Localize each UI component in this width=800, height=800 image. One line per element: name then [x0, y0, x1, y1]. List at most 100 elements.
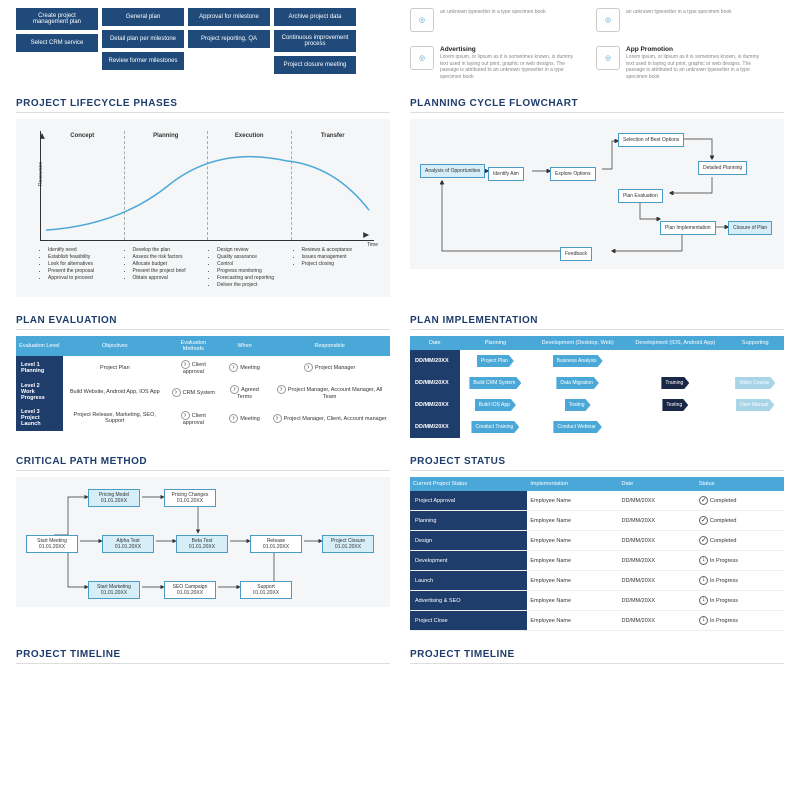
cpm-title: CRITICAL PATH METHOD — [16, 456, 390, 471]
arrow-tag: Data Migration — [556, 377, 599, 389]
row-header: Development — [410, 551, 527, 571]
row-header: Planning — [410, 511, 527, 531]
cpm-node: Support01.01.20XX — [240, 581, 292, 599]
flowchart-node: Explore Options — [550, 167, 596, 181]
col-header: Supporting — [726, 336, 784, 350]
cpm-node: Pricing Model01.01.20XX — [88, 489, 140, 507]
row-header: Launch — [410, 571, 527, 591]
row-header: Advertising & SEO — [410, 591, 527, 611]
row-header: Design — [410, 531, 527, 551]
arrow-tag: User Manual — [736, 399, 774, 411]
check-icon — [699, 496, 708, 505]
lifecycle-panel: Resources Time ConceptPlanningExecutionT… — [16, 119, 390, 297]
cell: Employee Name — [527, 611, 618, 631]
row-header: Level 3Project Launch — [16, 405, 63, 431]
row-header: DD/MM/20XX — [410, 416, 460, 438]
action-button[interactable]: Approval for milestone — [188, 8, 270, 26]
cell: Client approval — [167, 356, 220, 379]
flowchart-node: Selection of Best Options — [618, 133, 684, 147]
action-button[interactable]: Review former milestones — [102, 52, 184, 70]
arrow-tag: Project Plan — [477, 355, 514, 367]
cell: Conduct Training — [460, 416, 531, 438]
cell: DD/MM/20XX — [618, 591, 695, 611]
cell: Project Release, Marketing, SEO, Support — [63, 405, 167, 431]
arrow-tag: Business Analysis — [553, 355, 603, 367]
cell: In Progress — [696, 571, 784, 591]
action-button[interactable]: Continuous improvement process — [274, 30, 356, 52]
cell: Video Course — [726, 372, 784, 394]
check-icon — [699, 536, 708, 545]
flowchart-node: Closure of Plan — [728, 221, 772, 235]
plan-impl-title: PLAN IMPLEMENTATION — [410, 315, 784, 330]
info-item-desc: Lorem ipsum, or lipsum as it is sometime… — [626, 54, 768, 80]
cell: User Manual — [726, 394, 784, 416]
info-item-desc: an unknown typesetter in a type specimen… — [440, 9, 582, 16]
info-item: ◎ an unknown typesetter in a type specime… — [596, 8, 768, 32]
col-header: Evaluation Level — [16, 336, 63, 356]
action-button[interactable]: General plan — [102, 8, 184, 26]
cell: Project Plan — [63, 356, 167, 379]
info-item: ◎AdvertisingLorem ipsum, or lipsum as it… — [410, 46, 582, 80]
top-button-grid: Create project management plan Select CRM… — [16, 8, 390, 74]
cell: Agreed Terms — [220, 379, 270, 405]
flowchart-node: Plan Implementation — [660, 221, 716, 235]
col-header: Implementation — [527, 477, 618, 491]
cpm-node: Alpha Test01.01.20XX — [102, 535, 154, 553]
cell: Employee Name — [527, 531, 618, 551]
cell: Employee Name — [527, 511, 618, 531]
info-icon: ◎ — [410, 8, 434, 32]
col-header: When — [220, 336, 270, 356]
cell: In Progress — [696, 591, 784, 611]
phase-bullets: Identify needEstablish feasibilityLook f… — [40, 247, 121, 289]
flowchart-node: Feedback — [560, 247, 592, 261]
action-button[interactable]: Select CRM service — [16, 34, 98, 52]
info-item-desc: an unknown typesetter in a type specimen… — [626, 9, 768, 16]
cell: Training — [624, 372, 726, 394]
cell: DD/MM/20XX — [618, 531, 695, 551]
cell: Data Migration — [531, 372, 624, 394]
check-icon — [699, 516, 708, 525]
cell — [624, 416, 726, 438]
info-icon: ◎ — [596, 8, 620, 32]
action-button[interactable]: Project closure meeting — [274, 56, 356, 74]
row-header: DD/MM/20XX — [410, 372, 460, 394]
action-button[interactable]: Archive project data — [274, 8, 356, 26]
cell: Employee Name — [527, 491, 618, 511]
progress-icon — [699, 576, 708, 585]
timeline-title-1: PROJECT TIMELINE — [16, 649, 390, 664]
row-header: DD/MM/20XX — [410, 350, 460, 372]
progress-icon — [699, 556, 708, 565]
flowchart-node: Detailed Planning — [698, 161, 747, 175]
col-header: Development (IOS, Android App) — [624, 336, 726, 350]
info-item-title: App Promotion — [626, 46, 768, 53]
cpm-node: Pricing Changes01.01.20XX — [164, 489, 216, 507]
cell: Meeting — [220, 405, 270, 431]
cell: DD/MM/20XX — [618, 611, 695, 631]
col-header: Current Project Status — [410, 477, 527, 491]
flowchart-panel: Analysis of OpportunitiesIdentify AimExp… — [410, 119, 784, 269]
cpm-node: Start Marketing01.01.20XX — [88, 581, 140, 599]
cpm-node: Project Closure01.01.20XX — [322, 535, 374, 553]
action-button[interactable]: Project reporting, QA — [188, 30, 270, 48]
arrow-tag: Conduct Webinar — [553, 421, 602, 433]
col-header: Objectives — [63, 336, 167, 356]
action-button[interactable]: Create project management plan — [16, 8, 98, 30]
action-button[interactable]: Detail plan per milestone — [102, 30, 184, 48]
cell: Project Manager, Account Manager, All Te… — [269, 379, 390, 405]
lifecycle-title: PROJECT LIFECYCLE PHASES — [16, 98, 390, 113]
cpm-node: Release01.01.20XX — [250, 535, 302, 553]
phase-bullets: Reviews & acceptanceIssues managementPro… — [294, 247, 375, 289]
cell — [726, 416, 784, 438]
row-header: DD/MM/20XX — [410, 394, 460, 416]
y-axis-label: Resources — [38, 162, 44, 186]
info-icon: ◎ — [596, 46, 620, 70]
flowchart-node: Identify Aim — [488, 167, 524, 181]
timeline-title-2: PROJECT TIMELINE — [410, 649, 784, 664]
cell: In Progress — [696, 611, 784, 631]
plan-impl-table: DatePlanningDevelopment (Desktop, Web)De… — [410, 336, 784, 438]
row-header: Level 1Planning — [16, 356, 63, 379]
row-header: Level 2Work Progress — [16, 379, 63, 405]
phase-bullets: Design reviewQuality assuranceControlPro… — [209, 247, 290, 289]
arrow-tag: Build IOS App — [475, 399, 516, 411]
flowchart-node: Plan Evaluation — [618, 189, 663, 203]
